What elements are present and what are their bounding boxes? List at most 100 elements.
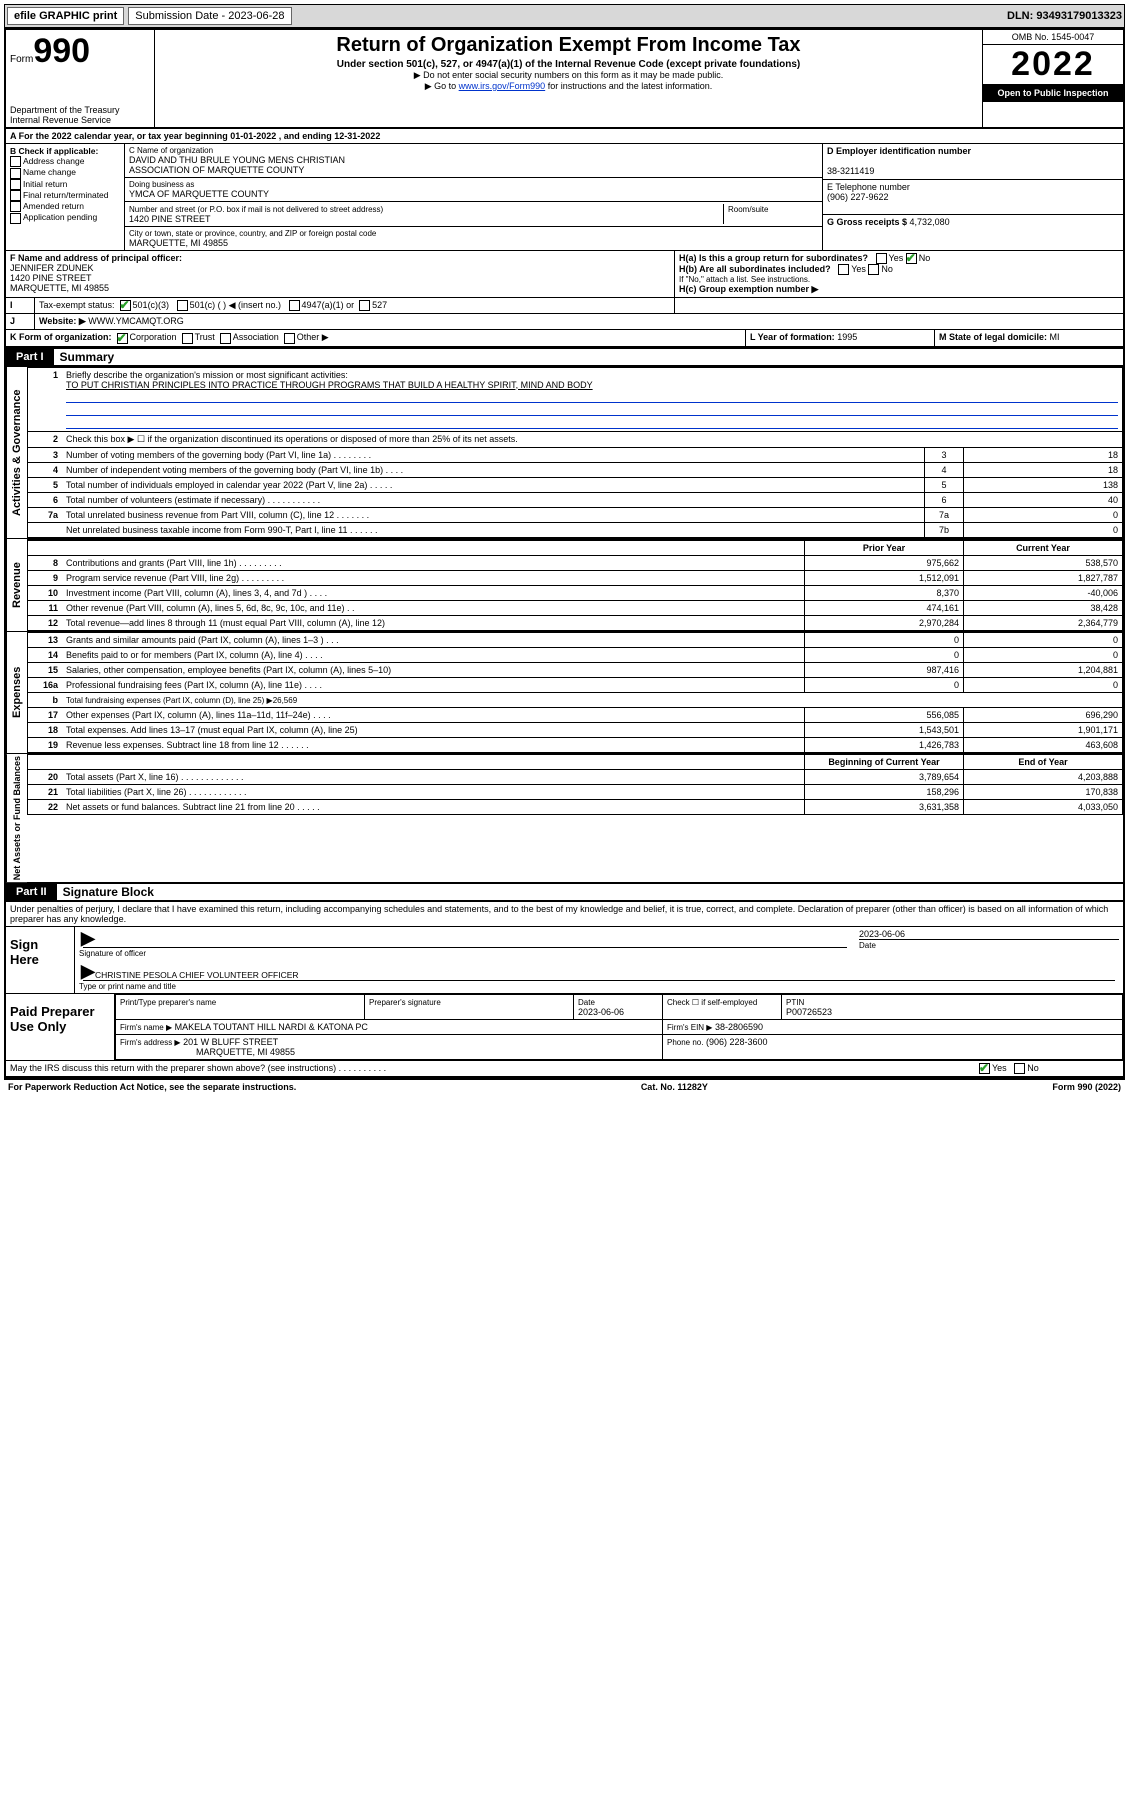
chk-527[interactable] xyxy=(359,300,370,311)
opt-assoc: Association xyxy=(233,332,279,342)
chk-initial-return[interactable] xyxy=(10,179,21,190)
form-header: Form990 Department of the Treasury Inter… xyxy=(6,30,1123,129)
ha-no: No xyxy=(919,253,931,263)
ptin-value: P00726523 xyxy=(786,1007,832,1017)
chk-address-change[interactable] xyxy=(10,156,21,167)
street-label: Number and street (or P.O. box if mail i… xyxy=(129,205,383,214)
opt-527: 527 xyxy=(372,300,387,310)
chk-assoc[interactable] xyxy=(220,333,231,344)
page-footer: For Paperwork Reduction Act Notice, see … xyxy=(4,1080,1125,1094)
org-name-label: C Name of organization xyxy=(129,146,818,155)
irs-link[interactable]: www.irs.gov/Form990 xyxy=(459,81,546,91)
prep-name-label: Print/Type preparer's name xyxy=(120,998,216,1007)
vlabel-activities: Activities & Governance xyxy=(6,367,27,538)
hdr-end: End of Year xyxy=(964,754,1123,769)
table-row: 6Total number of volunteers (estimate if… xyxy=(28,492,1123,507)
chk-discuss-yes[interactable] xyxy=(979,1063,990,1074)
h-c-label: H(c) Group exemption number ▶ xyxy=(679,284,818,294)
chk-ha-no[interactable] xyxy=(906,253,917,264)
opt-501c3: 501(c)(3) xyxy=(133,300,170,310)
street-value: 1420 PINE STREET xyxy=(129,214,211,224)
gross-value: 4,732,080 xyxy=(910,217,950,227)
vlabel-expenses: Expenses xyxy=(6,632,27,753)
year-formation-value: 1995 xyxy=(837,332,857,342)
prep-date-value: 2023-06-06 xyxy=(578,1007,624,1017)
footer-mid: Cat. No. 11282Y xyxy=(641,1082,708,1092)
chk-hb-no[interactable] xyxy=(868,264,879,275)
part2-header-row: Part II Signature Block xyxy=(6,884,1123,902)
officer-label: F Name and address of principal officer: xyxy=(10,253,182,263)
chk-trust[interactable] xyxy=(182,333,193,344)
firm-phone-value: (906) 228-3600 xyxy=(706,1037,768,1047)
tax-year: 2022 xyxy=(983,45,1123,84)
col-d-right: D Employer identification number 38-3211… xyxy=(823,144,1123,250)
form-title: Return of Organization Exempt From Incom… xyxy=(159,34,978,57)
section-revenue: Revenue Prior Year Current Year 8Contrib… xyxy=(6,539,1123,632)
table-row: 18Total expenses. Add lines 13–17 (must … xyxy=(28,722,1123,737)
sig-officer-label: Signature of officer xyxy=(79,949,146,958)
city-label: City or town, state or province, country… xyxy=(129,229,818,238)
omb-number: OMB No. 1545-0047 xyxy=(983,30,1123,45)
form-small-label: Form xyxy=(10,54,33,65)
chk-501c3[interactable] xyxy=(120,300,131,311)
table-row: bTotal fundraising expenses (Part IX, co… xyxy=(28,692,1123,707)
opt-501c: 501(c) ( ) ◀ (insert no.) xyxy=(190,300,281,310)
col-b-title: B Check if applicable: xyxy=(10,146,98,156)
table-row: 10Investment income (Part VIII, column (… xyxy=(28,585,1123,600)
note2-pre: ▶ Go to xyxy=(425,81,459,91)
note-link: ▶ Go to www.irs.gov/Form990 for instruct… xyxy=(159,81,978,92)
open-public-badge: Open to Public Inspection xyxy=(983,84,1123,102)
vlabel-net: Net Assets or Fund Balances xyxy=(6,754,27,882)
chk-ha-yes[interactable] xyxy=(876,253,887,264)
opt-trust: Trust xyxy=(195,332,215,342)
lbl-address-change: Address change xyxy=(23,156,84,166)
form-number: Form990 xyxy=(10,32,150,71)
chk-app-pending[interactable] xyxy=(10,213,21,224)
firm-name-label: Firm's name ▶ xyxy=(120,1023,172,1032)
part1-title: Summary xyxy=(54,350,115,364)
table-row: 21Total liabilities (Part X, line 26) . … xyxy=(28,784,1123,799)
chk-final-return[interactable] xyxy=(10,190,21,201)
hdr-prior: Prior Year xyxy=(805,540,964,556)
prep-sig-label: Preparer's signature xyxy=(369,998,441,1007)
section-bcd: B Check if applicable: Address change Na… xyxy=(6,144,1123,251)
lbl-app-pending: Application pending xyxy=(23,212,97,222)
q2-text: Check this box ▶ ☐ if the organization d… xyxy=(62,431,1123,447)
prep-date-label: Date xyxy=(578,998,595,1007)
discuss-no: No xyxy=(1027,1063,1039,1073)
section-activities-governance: Activities & Governance 1 Briefly descri… xyxy=(6,367,1123,539)
table-row: 4Number of independent voting members of… xyxy=(28,462,1123,477)
note2-post: for instructions and the latest informat… xyxy=(545,81,712,91)
chk-501c[interactable] xyxy=(177,300,188,311)
gross-label: G Gross receipts $ xyxy=(827,217,910,227)
chk-discuss-no[interactable] xyxy=(1014,1063,1025,1074)
form-org-label: K Form of organization: xyxy=(10,332,112,342)
table-row: 19Revenue less expenses. Subtract line 1… xyxy=(28,737,1123,752)
table-row: 22Net assets or fund balances. Subtract … xyxy=(28,799,1123,814)
website-label: Website: ▶ xyxy=(39,316,86,326)
city-value: MARQUETTE, MI 49855 xyxy=(129,238,818,248)
chk-corp[interactable] xyxy=(117,333,128,344)
row-j: J Website: ▶ WWW.YMCAMQT.ORG xyxy=(6,314,1123,330)
footer-right: Form 990 (2022) xyxy=(1052,1082,1121,1092)
table-row: 16aProfessional fundraising fees (Part I… xyxy=(28,677,1123,692)
table-row: 5Total number of individuals employed in… xyxy=(28,477,1123,492)
chk-other[interactable] xyxy=(284,333,295,344)
row-klm: K Form of organization: Corporation Trus… xyxy=(6,330,1123,346)
chk-name-change[interactable] xyxy=(10,168,21,179)
officer-street: 1420 PINE STREET xyxy=(10,273,92,283)
discuss-question: May the IRS discuss this return with the… xyxy=(6,1061,975,1076)
chk-hb-yes[interactable] xyxy=(838,264,849,275)
chk-amended[interactable] xyxy=(10,201,21,212)
firm-ein-value: 38-2806590 xyxy=(715,1022,763,1032)
ein-label: D Employer identification number xyxy=(827,146,971,156)
ha-yes: Yes xyxy=(889,253,904,263)
form-container: Form990 Department of the Treasury Inter… xyxy=(4,28,1125,1080)
officer-name: JENNIFER ZDUNEK xyxy=(10,263,94,273)
table-row: 20Total assets (Part X, line 16) . . . .… xyxy=(28,769,1123,784)
state-domicile-value: MI xyxy=(1050,332,1060,342)
efile-print-button[interactable]: efile GRAPHIC print xyxy=(7,7,124,25)
chk-4947[interactable] xyxy=(289,300,300,311)
firm-addr1: 201 W BLUFF STREET xyxy=(183,1037,278,1047)
footer-left: For Paperwork Reduction Act Notice, see … xyxy=(8,1082,296,1092)
